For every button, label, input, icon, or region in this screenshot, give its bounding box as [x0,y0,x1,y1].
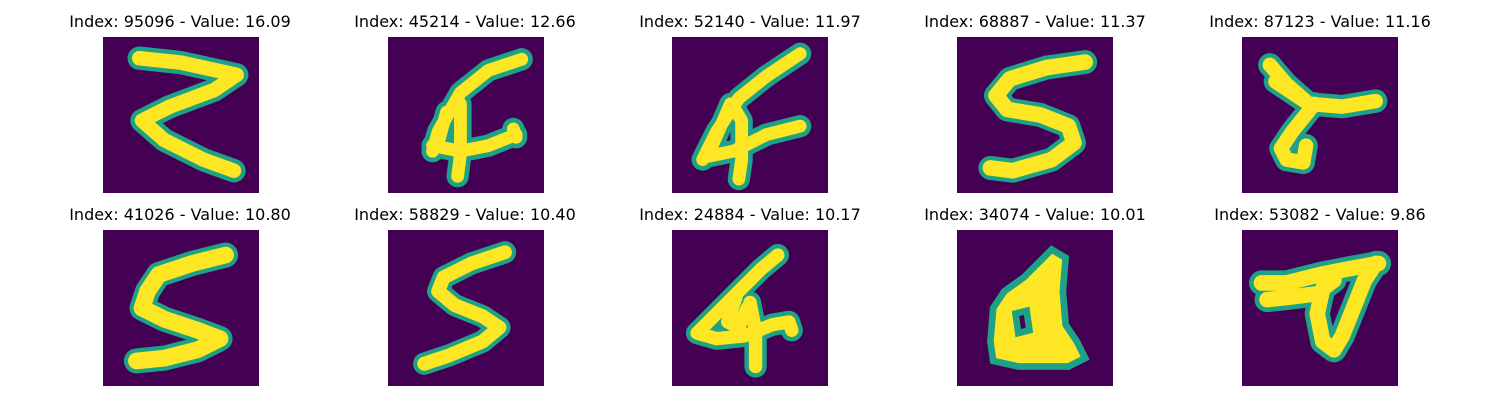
digit-image-10 [1242,230,1398,386]
panel-title-4: Index: 68887 - Value: 11.37 [924,12,1146,31]
panel-title-2: Index: 45214 - Value: 12.66 [354,12,576,31]
panel-title-7: Index: 58829 - Value: 10.40 [354,205,576,224]
digit-image-4 [957,37,1113,193]
panel-title-10: Index: 53082 - Value: 9.86 [1214,205,1426,224]
digit-image-8 [672,230,828,386]
panel-title-5: Index: 87123 - Value: 11.16 [1209,12,1431,31]
panel-title-8: Index: 24884 - Value: 10.17 [639,205,861,224]
digit-image-9 [957,230,1113,386]
panel-title-3: Index: 52140 - Value: 11.97 [639,12,861,31]
digit-image-5 [1242,37,1398,193]
panel-title-1: Index: 95096 - Value: 16.09 [69,12,291,31]
digit-image-2 [388,37,544,193]
digit-image-1 [103,37,259,193]
digit-image-3 [672,37,828,193]
panel-title-6: Index: 41026 - Value: 10.80 [69,205,291,224]
panel-title-9: Index: 34074 - Value: 10.01 [924,205,1146,224]
digit-image-6 [103,230,259,386]
digit-image-7 [388,230,544,386]
